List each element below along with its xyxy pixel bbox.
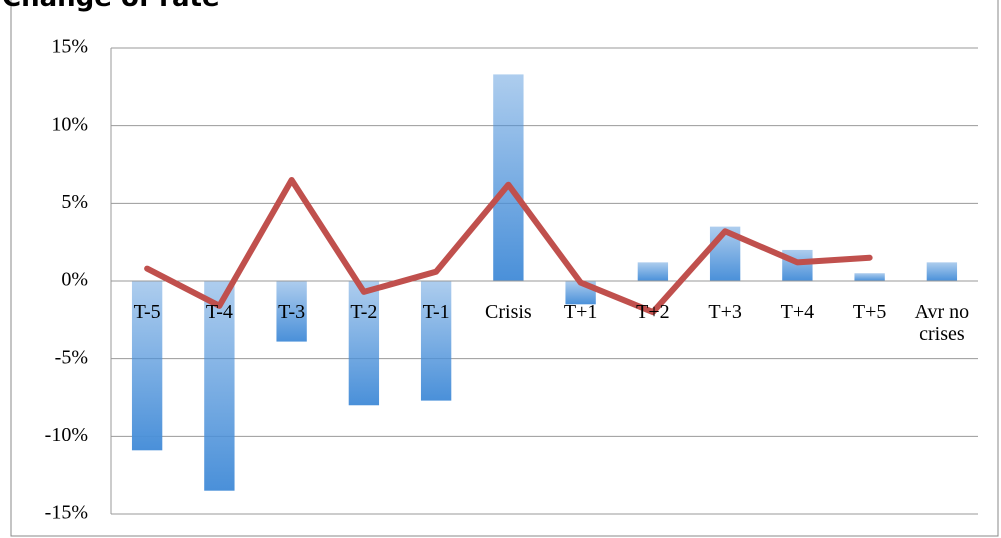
- bar: [926, 262, 958, 281]
- x-tick-label: T-1: [422, 301, 450, 323]
- chart-title: Change of rate: [2, 0, 220, 13]
- y-tick-label: -15%: [45, 502, 88, 524]
- x-tick-label: T-2: [350, 301, 378, 323]
- bar: [493, 74, 524, 281]
- x-tick-label: Crisis: [485, 301, 532, 323]
- bar: [204, 281, 235, 491]
- chart-frame: [10, 0, 999, 537]
- x-tick-label: T+5: [852, 301, 887, 323]
- bar: [348, 281, 380, 406]
- bar: [420, 281, 452, 401]
- x-tick-label: Avr no crises: [914, 301, 970, 345]
- y-tick-label: 0%: [61, 269, 88, 291]
- x-tick-label: T-5: [133, 301, 161, 323]
- y-tick-label: -5%: [55, 346, 88, 368]
- x-tick-label: T-3: [278, 301, 306, 323]
- y-tick-label: 5%: [61, 191, 88, 213]
- bar: [854, 273, 885, 281]
- x-tick-label: T-4: [205, 301, 233, 323]
- bar: [637, 262, 669, 281]
- bar: [131, 281, 163, 451]
- x-tick-label: T+1: [563, 301, 598, 323]
- line: [144, 177, 873, 316]
- y-tick-label: 15%: [51, 36, 88, 58]
- y-tick-label: -10%: [45, 424, 88, 446]
- y-tick-label: 10%: [51, 113, 88, 135]
- x-tick-label: T+3: [708, 301, 742, 323]
- bar: [276, 281, 307, 342]
- x-tick-label: T+2: [636, 301, 670, 323]
- x-tick-label: T+4: [780, 301, 815, 323]
